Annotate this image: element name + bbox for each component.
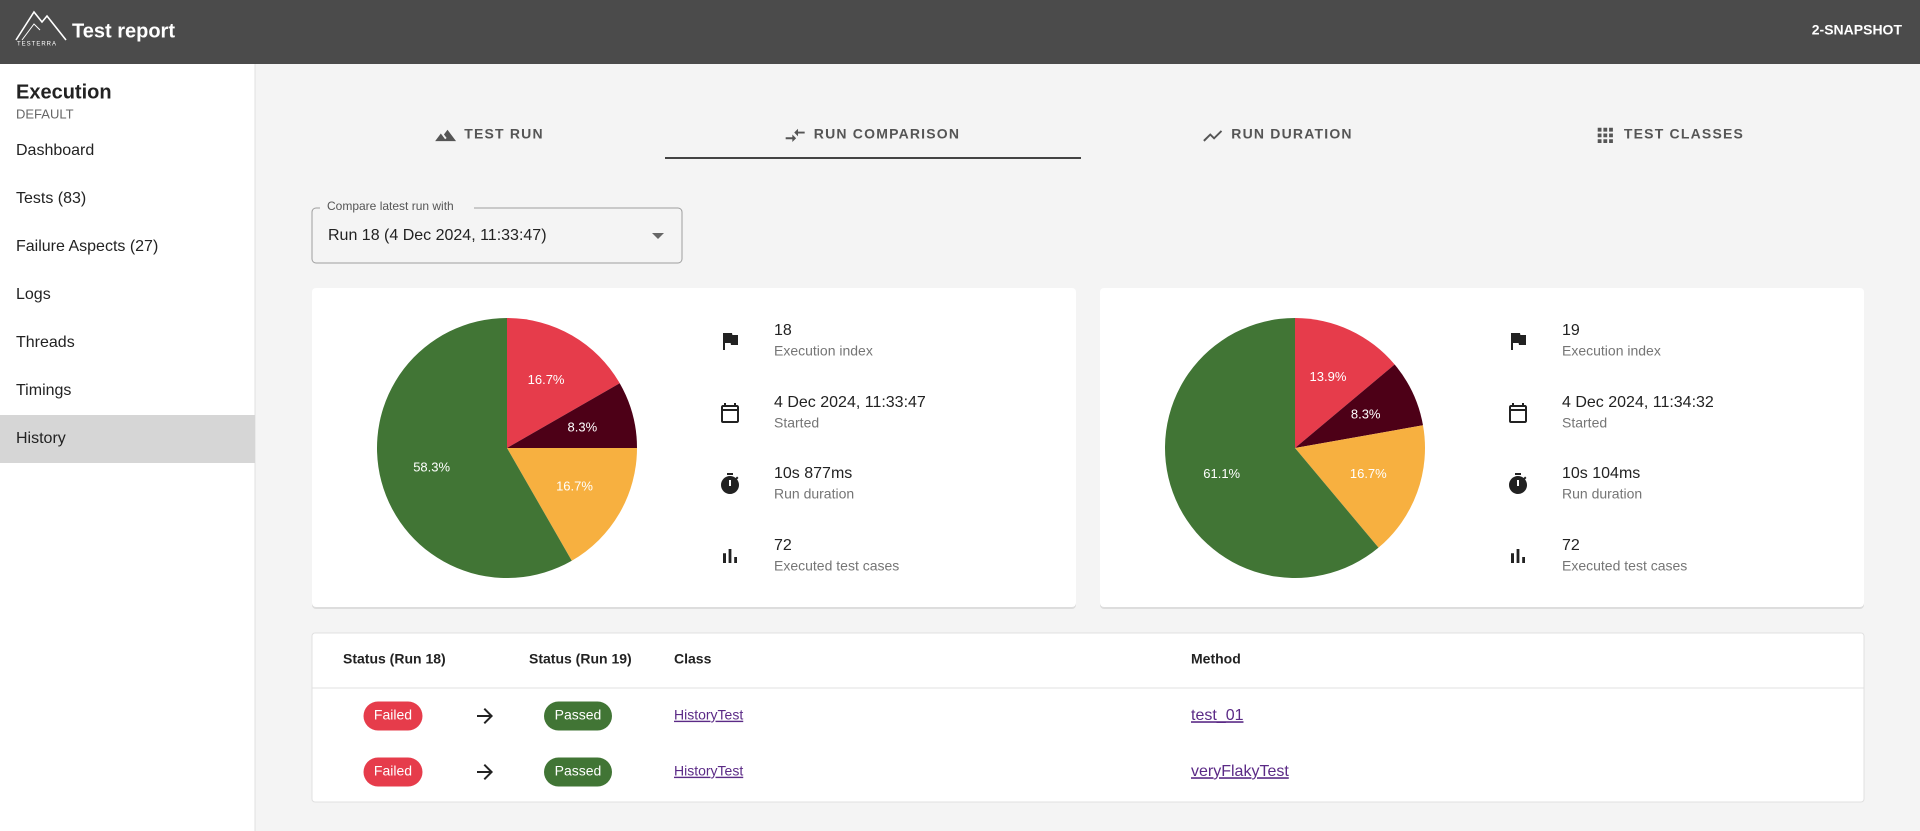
stat-value: 4 Dec 2024, 11:34:32: [1562, 394, 1714, 411]
slice-label: 16.7%: [528, 372, 565, 387]
class-link[interactable]: HistoryTest: [674, 763, 743, 779]
class-link[interactable]: HistoryTest: [674, 707, 743, 723]
stat-label: Started: [774, 415, 819, 431]
stat-value: 72: [774, 537, 792, 554]
stat-icon: [723, 333, 738, 350]
stat-label: Execution index: [774, 343, 873, 359]
stat-value: 10s 877ms: [774, 465, 852, 482]
stat-label: Started: [1562, 415, 1607, 431]
stat-value: 72: [1562, 537, 1580, 554]
pie-slice: [507, 448, 637, 561]
pie-slice: [507, 318, 620, 448]
status-text: Failed: [374, 707, 412, 723]
select-box[interactable]: [311, 207, 683, 264]
status-text: Passed: [555, 707, 602, 723]
table-header: Class: [674, 651, 712, 667]
pie-slice: [1295, 318, 1395, 448]
pie-slice: [507, 383, 637, 448]
nav-item[interactable]: Dashboard: [16, 142, 94, 159]
arrow-icon: [477, 708, 493, 724]
nav-item[interactable]: Timings: [16, 382, 71, 399]
stat-icon: [721, 403, 739, 423]
status-pill: [544, 757, 612, 787]
stat-icon: [1509, 473, 1527, 494]
slice-label: 58.3%: [413, 460, 450, 475]
stat-icon: [723, 549, 737, 563]
stat-icon: [1511, 333, 1526, 350]
header: [0, 0, 1920, 64]
method-link[interactable]: test_01: [1191, 707, 1244, 724]
table-header: Status (Run 18): [343, 651, 446, 667]
table: [311, 632, 1865, 803]
stat-value: 10s 104ms: [1562, 465, 1640, 482]
status-pill: [363, 701, 423, 731]
nav-item[interactable]: Failure Aspects (27): [16, 238, 158, 255]
table-header: Method: [1191, 651, 1241, 667]
logo-text: TESTERRA: [17, 42, 57, 48]
status-pill: [363, 757, 423, 787]
app-title: Test report: [72, 20, 175, 42]
stat-value: 4 Dec 2024, 11:33:47: [774, 394, 926, 411]
sidebar-title: Execution: [16, 81, 112, 103]
slice-label: 16.7%: [556, 479, 593, 494]
slice-label: 8.3%: [568, 419, 598, 434]
nav-item[interactable]: Threads: [16, 334, 75, 351]
stat-icon: [721, 473, 739, 494]
slice-label: 16.7%: [1350, 466, 1387, 481]
stat-label: Execution index: [1562, 343, 1661, 359]
status-pill: [544, 701, 612, 731]
stat-value: 18: [774, 322, 792, 339]
tab-icon: [435, 129, 457, 142]
method-link[interactable]: veryFlakyTest: [1191, 763, 1289, 780]
select-arrow: [652, 233, 664, 239]
pie-slice: [1295, 364, 1423, 448]
tab-icon: [785, 128, 805, 143]
tab[interactable]: TEST RUN: [464, 126, 544, 142]
select-label: Compare latest run with: [327, 199, 454, 213]
tab[interactable]: TEST CLASSES: [1624, 126, 1744, 142]
nav-active-bg: [0, 415, 255, 463]
stat-label: Run duration: [774, 486, 854, 502]
stat-label: Run duration: [1562, 486, 1642, 502]
tab[interactable]: RUN DURATION: [1231, 126, 1352, 142]
slice-label: 13.9%: [1310, 369, 1347, 384]
pie-slice: [376, 318, 572, 578]
tab[interactable]: RUN COMPARISON: [814, 126, 960, 142]
logo-mountain: [15, 10, 67, 41]
stat-icon: [1511, 549, 1525, 563]
stat-label: Executed test cases: [1562, 558, 1687, 574]
tab-indicator: [665, 157, 1081, 159]
logo-mountain: [21, 23, 41, 41]
arrow-icon: [477, 764, 493, 780]
stat-value: 19: [1562, 322, 1580, 339]
nav-item[interactable]: History: [16, 430, 66, 447]
nav-item[interactable]: Logs: [16, 286, 51, 303]
stat-label: Executed test cases: [774, 558, 899, 574]
sidebar-subtitle: DEFAULT: [16, 106, 74, 121]
table-header: Status (Run 19): [529, 651, 632, 667]
version: 2-SNAPSHOT: [1812, 22, 1903, 38]
slice-label: 61.1%: [1203, 466, 1240, 481]
stat-icon: [1509, 403, 1527, 423]
select-label-bg: [320, 200, 474, 214]
tab-icon: [1203, 130, 1223, 142]
status-text: Failed: [374, 763, 412, 779]
status-text: Passed: [555, 763, 602, 779]
select-value[interactable]: Run 18 (4 Dec 2024, 11:33:47): [328, 227, 547, 244]
nav-item[interactable]: Tests (83): [16, 190, 86, 207]
slice-label: 8.3%: [1351, 406, 1381, 421]
pie-slice: [1165, 318, 1379, 578]
tab-icon: [1597, 127, 1613, 143]
pie-slice: [1295, 425, 1425, 548]
